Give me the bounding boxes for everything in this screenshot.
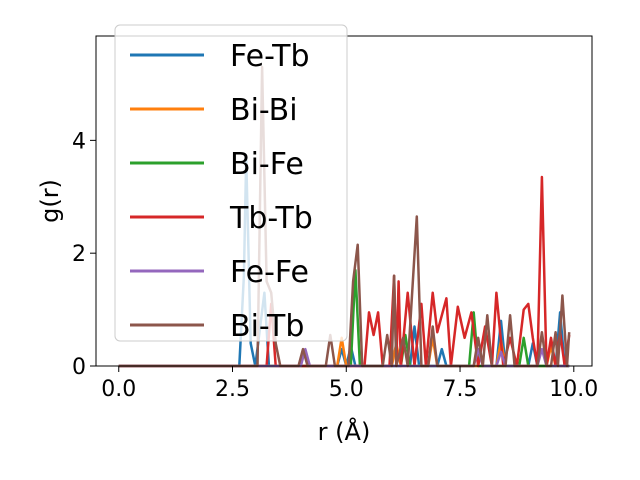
x-tick-label: 2.5 [215,377,250,402]
y-tick-label: 2 [72,242,86,267]
x-tick-label: 5.0 [329,377,364,402]
legend: Fe-Tb Bi-Bi Bi-Fe Tb-Tb Fe-Fe Bi-Tb [114,24,348,344]
y-axis: 0 2 4 [72,129,96,380]
x-tick-label: 7.5 [443,377,478,402]
x-tick-label: 10.0 [549,377,598,402]
legend-frame [114,24,348,342]
x-axis: 0.0 2.5 5.0 7.5 10.0 [101,366,598,402]
y-axis-label: g(r) [36,179,64,223]
legend-label-tb-tb: Tb-Tb [229,201,313,236]
legend-label-bi-fe: Bi-Fe [230,147,304,182]
legend-label-bi-tb: Bi-Tb [230,309,304,344]
y-tick-label: 0 [72,355,86,380]
legend-label-fe-fe: Fe-Fe [230,255,309,290]
legend-label-fe-tb: Fe-Tb [230,39,310,74]
x-tick-label: 0.0 [101,377,136,402]
series-line-bi-tb [118,65,571,368]
y-tick-label: 4 [72,129,86,154]
legend-label-bi-bi: Bi-Bi [230,93,298,128]
x-axis-label: r (Å) [318,417,371,446]
